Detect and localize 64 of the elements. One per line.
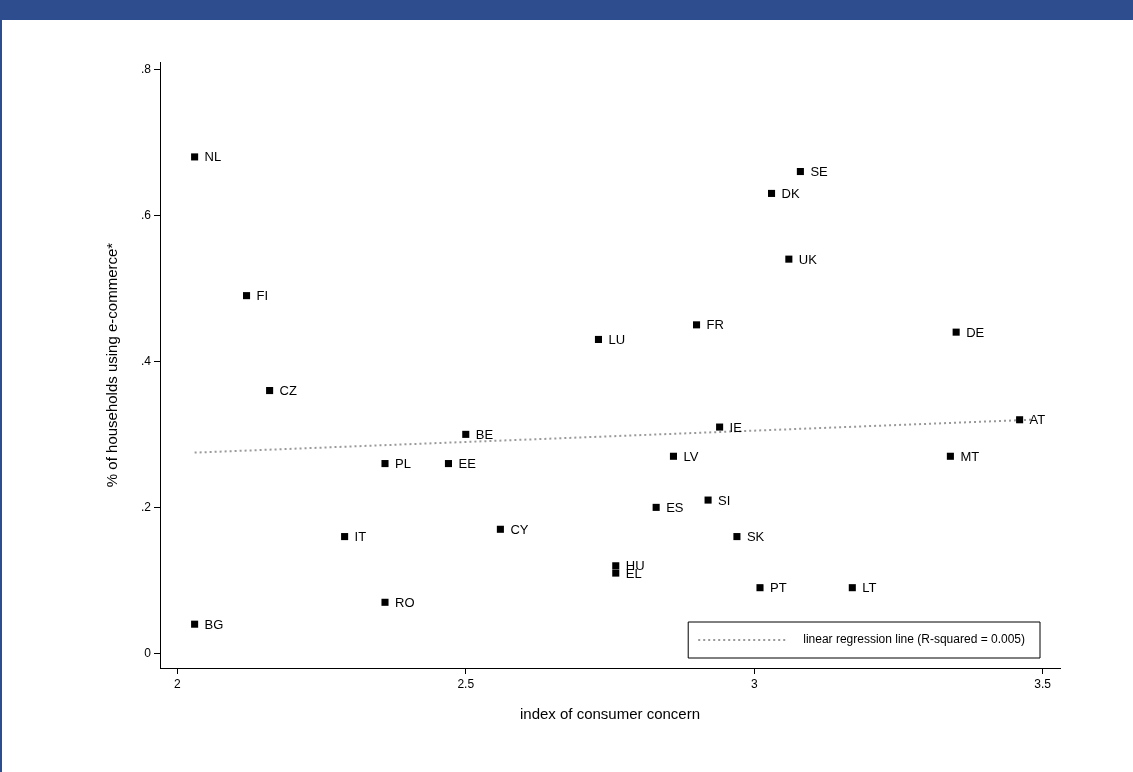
annotation: LU — [608, 332, 626, 348]
annotation: AT — [1029, 412, 1046, 428]
x-tick-label: 2 — [173, 676, 181, 691]
point — [704, 496, 712, 504]
annotation: CY — [510, 521, 529, 537]
point — [1016, 416, 1024, 424]
annotation: SK — [746, 529, 765, 545]
point — [693, 321, 701, 329]
annotation: CZ — [279, 383, 297, 399]
y-axis-title: % of households using e-commerce* — [103, 242, 121, 488]
point — [381, 460, 389, 468]
point — [733, 533, 741, 541]
point — [381, 598, 389, 606]
annotation: EE — [458, 456, 477, 472]
point — [612, 569, 620, 577]
point — [266, 387, 274, 395]
annotation: UK — [798, 251, 818, 267]
point — [796, 167, 804, 176]
annotation: IE — [729, 419, 743, 435]
x-tick-label: 2.5 — [457, 676, 475, 691]
point — [946, 452, 954, 460]
annotation: LV — [683, 448, 699, 464]
x-axis-title: index of consumer concern — [519, 705, 701, 723]
x-tick-label: 3 — [750, 676, 758, 691]
annotation: IT — [354, 529, 367, 545]
annotation: RO — [395, 594, 415, 610]
annotation: BE — [475, 426, 494, 442]
point — [952, 328, 960, 336]
annotation: DE — [966, 324, 985, 340]
annotation: PT — [770, 580, 787, 596]
y-tick-label: .6 — [140, 207, 152, 222]
point — [341, 533, 349, 541]
annotation: SE — [810, 164, 829, 180]
point — [848, 584, 856, 592]
annotation: SI — [718, 492, 731, 508]
point — [612, 562, 620, 570]
y-tick-label: .2 — [140, 499, 152, 514]
text: linear regression line (R-squared = 0.005) — [803, 632, 1026, 647]
y-tick-label: 0 — [144, 645, 152, 660]
y-tick-label: .4 — [140, 353, 152, 368]
point — [462, 430, 470, 438]
point — [669, 452, 677, 460]
annotation: FR — [706, 317, 724, 333]
annotation: NL — [204, 149, 222, 165]
annotation: FI — [256, 288, 269, 304]
y-tick-label: .8 — [140, 61, 152, 76]
point — [444, 460, 452, 468]
point — [785, 255, 793, 263]
annotation: LT — [862, 580, 877, 596]
annotation: PL — [395, 456, 411, 472]
point — [768, 189, 776, 197]
annotation: ES — [666, 499, 684, 515]
annotation: BG — [204, 616, 224, 632]
point — [652, 503, 660, 511]
x-tick-label: 3.5 — [1034, 676, 1052, 691]
point — [594, 335, 602, 343]
point — [191, 620, 199, 628]
point — [243, 292, 251, 300]
annotation: DK — [781, 186, 800, 201]
point — [756, 584, 764, 592]
point — [716, 423, 724, 431]
annotation: MT — [960, 448, 980, 464]
point — [496, 525, 504, 533]
point — [191, 153, 199, 161]
